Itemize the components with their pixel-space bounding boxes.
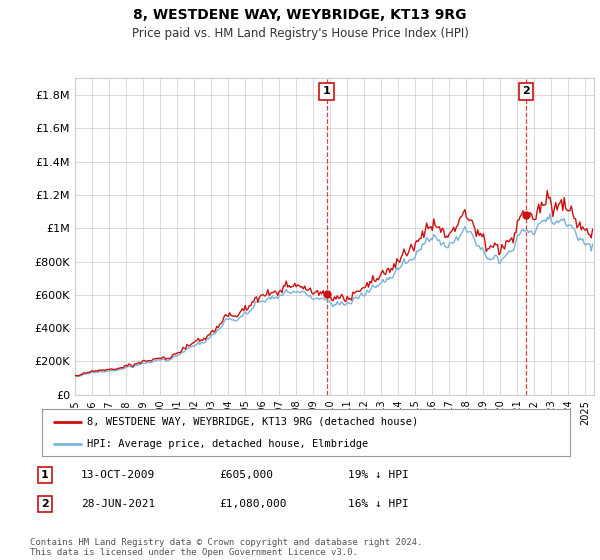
Text: £1,080,000: £1,080,000	[219, 499, 287, 509]
Text: 19% ↓ HPI: 19% ↓ HPI	[348, 470, 409, 480]
Text: Price paid vs. HM Land Registry's House Price Index (HPI): Price paid vs. HM Land Registry's House …	[131, 27, 469, 40]
Text: 28-JUN-2021: 28-JUN-2021	[81, 499, 155, 509]
Text: 1: 1	[323, 86, 331, 96]
Text: HPI: Average price, detached house, Elmbridge: HPI: Average price, detached house, Elmb…	[87, 438, 368, 449]
Text: 13-OCT-2009: 13-OCT-2009	[81, 470, 155, 480]
Text: 8, WESTDENE WAY, WEYBRIDGE, KT13 9RG: 8, WESTDENE WAY, WEYBRIDGE, KT13 9RG	[133, 8, 467, 22]
Text: 16% ↓ HPI: 16% ↓ HPI	[348, 499, 409, 509]
Text: 2: 2	[41, 499, 49, 509]
Text: Contains HM Land Registry data © Crown copyright and database right 2024.
This d: Contains HM Land Registry data © Crown c…	[30, 538, 422, 557]
Text: £605,000: £605,000	[219, 470, 273, 480]
Text: 1: 1	[41, 470, 49, 480]
Text: 8, WESTDENE WAY, WEYBRIDGE, KT13 9RG (detached house): 8, WESTDENE WAY, WEYBRIDGE, KT13 9RG (de…	[87, 417, 418, 427]
Text: 2: 2	[522, 86, 530, 96]
